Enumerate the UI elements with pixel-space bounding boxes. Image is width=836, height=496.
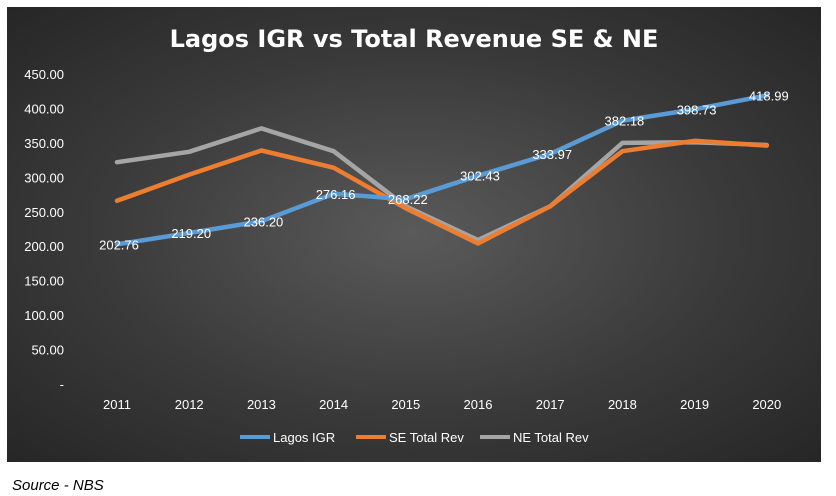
series-line-se-total-rev — [114, 138, 770, 246]
legend-label: Lagos IGR — [273, 430, 335, 445]
source-note: Source - NBS — [12, 477, 104, 494]
data-label: 268.22 — [388, 192, 428, 207]
data-label: 382.18 — [605, 114, 645, 129]
y-tick-label: 450.00 — [24, 67, 64, 82]
y-tick-label: 350.00 — [24, 136, 64, 151]
chart-title: Lagos IGR vs Total Revenue SE & NE — [170, 25, 659, 53]
y-tick-label: 200.00 — [24, 239, 64, 254]
legend-label: NE Total Rev — [513, 430, 589, 445]
x-tick-label: 2020 — [752, 397, 781, 412]
x-tick-label: 2014 — [319, 397, 348, 412]
series-line-lagos-igr — [114, 93, 770, 247]
y-tick-label: 100.00 — [24, 308, 64, 323]
y-axis: - 50.00 100.00 150.00 200.00 250.00 300.00 350.… — [24, 67, 64, 392]
y-tick-label: 50.00 — [31, 343, 64, 358]
y-tick-label: - — [60, 377, 64, 392]
data-label: 418.99 — [749, 88, 789, 103]
data-label: 219.20 — [171, 226, 211, 241]
y-tick-label: 300.00 — [24, 170, 64, 185]
data-labels: 202.76 219.20 236.20 276.16 268.22 302.43 333.… — [99, 88, 789, 252]
x-tick-label: 2019 — [680, 397, 709, 412]
x-tick-label: 2016 — [464, 397, 493, 412]
data-label: 276.16 — [316, 187, 356, 202]
x-axis: 2011 2012 2013 2014 2015 2016 2017 2018 2019 2020 — [103, 397, 781, 412]
data-label: 202.76 — [99, 237, 139, 252]
x-tick-label: 2013 — [247, 397, 276, 412]
x-tick-label: 2017 — [536, 397, 565, 412]
chart-panel: Lagos IGR vs Total Revenue SE & NE - 50.0… — [7, 7, 821, 462]
x-tick-label: 2015 — [391, 397, 420, 412]
data-label: 333.97 — [532, 147, 572, 162]
legend-label: SE Total Rev — [389, 430, 464, 445]
series-lines — [114, 93, 770, 247]
line-chart: Lagos IGR vs Total Revenue SE & NE - 50.0… — [24, 25, 789, 445]
data-label: 302.43 — [460, 169, 500, 184]
x-tick-label: 2018 — [608, 397, 637, 412]
x-tick-label: 2012 — [175, 397, 204, 412]
x-tick-label: 2011 — [103, 397, 131, 412]
y-tick-label: 250.00 — [24, 205, 64, 220]
data-label: 398.73 — [677, 102, 717, 117]
y-tick-label: 400.00 — [24, 101, 64, 116]
legend: Lagos IGR SE Total Rev NE Total Rev — [240, 430, 589, 445]
y-tick-label: 150.00 — [24, 274, 64, 289]
series-line-ne-total-rev — [114, 126, 770, 243]
data-label: 236.20 — [244, 214, 284, 229]
